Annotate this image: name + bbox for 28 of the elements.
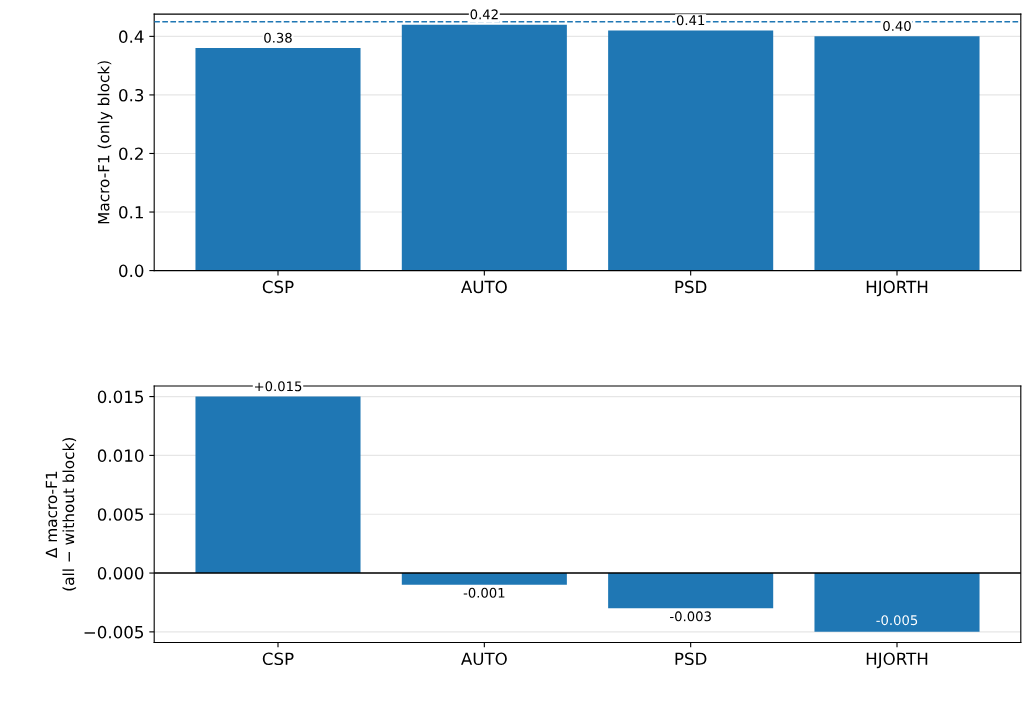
data-label: +0.015 xyxy=(254,381,302,392)
y-axis-title: Macro-F1 (only block) xyxy=(97,61,113,224)
x-tick-label: AUTO xyxy=(461,652,507,666)
y-tick-label: 0.1 xyxy=(119,205,143,219)
x-tick-label: PSD xyxy=(675,652,707,666)
data-label: 0.40 xyxy=(883,21,911,32)
y-tick-label: 0.015 xyxy=(97,390,144,404)
y-tick-label: 0.0 xyxy=(119,264,144,278)
data-label: 0.42 xyxy=(470,9,498,20)
y-tick-label: 0.005 xyxy=(97,508,144,521)
data-label: -0.005 xyxy=(876,615,918,626)
y-tick-label: −0.005 xyxy=(84,625,144,639)
data-label: -0.001 xyxy=(463,587,505,598)
data-label: -0.003 xyxy=(670,611,711,622)
x-tick-label: PSD xyxy=(675,280,707,294)
x-tick-label: CSP xyxy=(262,280,294,294)
x-tick-label: AUTO xyxy=(461,280,507,294)
x-tick-label: HJORTH xyxy=(866,652,928,669)
y-tick-label: 0.4 xyxy=(119,30,144,43)
data-label: 0.41 xyxy=(676,15,705,26)
data-label: 0.38 xyxy=(264,32,292,43)
y-tick-label: 0.2 xyxy=(119,147,143,161)
y-axis-title: Δ macro-F1 (all − without block) xyxy=(45,437,77,591)
y-tick-label: 0.010 xyxy=(97,449,144,462)
y-tick-label: 0.000 xyxy=(97,567,144,580)
x-tick-label: HJORTH xyxy=(866,280,928,297)
y-tick-label: 0.3 xyxy=(119,88,144,102)
x-tick-label: CSP xyxy=(262,652,294,666)
